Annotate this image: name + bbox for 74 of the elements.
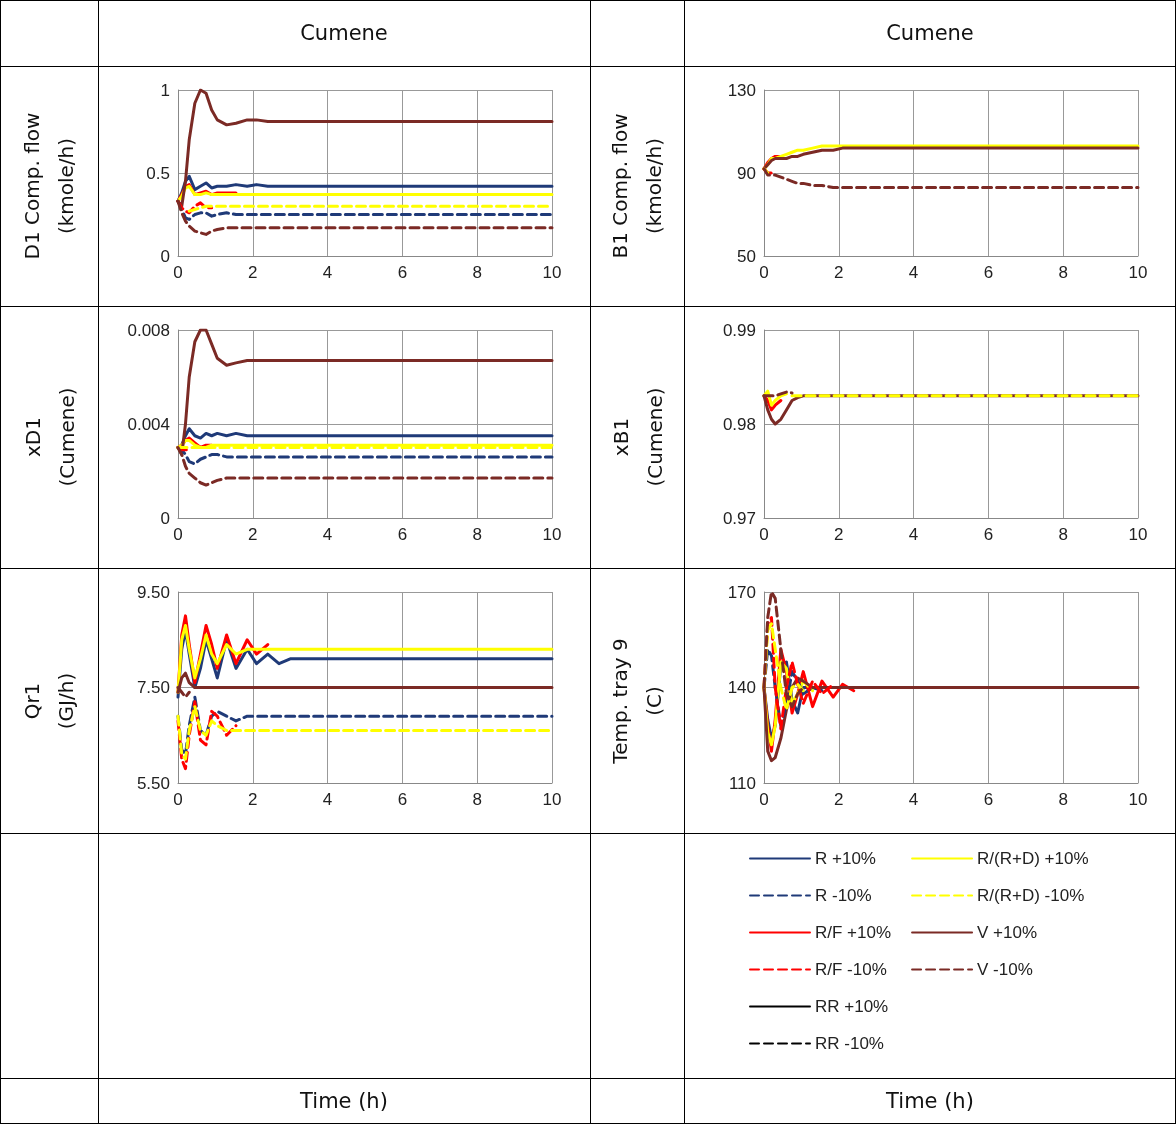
x-tick-label: 0 — [759, 790, 769, 809]
x-tick-label: 4 — [908, 525, 919, 544]
x-tick-label: 6 — [983, 263, 994, 282]
x-tick-label: 2 — [834, 263, 844, 282]
y-tick-label: 0.5 — [146, 163, 170, 183]
y-tick-label: 110 — [728, 773, 756, 793]
y-tick-label: 50 — [737, 246, 756, 266]
x-tick-label: 2 — [834, 525, 844, 544]
x-tick-label: 4 — [908, 790, 919, 809]
legend-label: R +10% — [815, 849, 876, 868]
legend-label: R/(R+D) -10% — [977, 886, 1085, 905]
y-tick-label: 0.98 — [722, 414, 756, 434]
x-tick-label: 0 — [759, 525, 769, 544]
x-tick-label: 8 — [1058, 263, 1068, 282]
legend-label: RR -10% — [815, 1034, 884, 1053]
y-tick-label: 1 — [160, 80, 170, 100]
x-tick-label: 4 — [322, 525, 333, 544]
legend-label: R/(R+D) +10% — [977, 849, 1089, 868]
x-tick-label: 8 — [472, 525, 482, 544]
y-tick-label: 90 — [737, 163, 756, 183]
y-tick-label: 0.004 — [127, 414, 170, 434]
x-tick-label: 8 — [1058, 525, 1068, 544]
x-tick-label: 2 — [834, 790, 844, 809]
y-axis-title: xB1 (Cumene) — [607, 387, 667, 487]
x-tick-label: 2 — [248, 790, 258, 809]
y-tick-label: 5.50 — [136, 773, 170, 793]
x-tick-label: 4 — [908, 263, 919, 282]
x-tick-label: 10 — [1128, 263, 1148, 282]
x-tick-label: 8 — [472, 790, 482, 809]
x-tick-label: 6 — [397, 790, 408, 809]
x-tick-label: 10 — [542, 790, 562, 809]
y-tick-label: 170 — [727, 582, 756, 602]
x-tick-label: 0 — [173, 525, 183, 544]
x-tick-label: 8 — [472, 263, 482, 282]
legend-label: V +10% — [977, 923, 1038, 942]
x-tick-label: 2 — [248, 263, 258, 282]
y-tick-label: 0.008 — [127, 320, 170, 340]
y-axis-title: Qr1 (GJ/h) — [19, 672, 79, 729]
y-tick-label: 0.99 — [722, 320, 756, 340]
y-tick-label: 130 — [727, 80, 756, 100]
y-axis-title: xD1 (Cumene) — [19, 387, 79, 487]
x-tick-label: 10 — [542, 525, 562, 544]
x-tick-label: 10 — [542, 263, 562, 282]
x-tick-label: 0 — [759, 263, 769, 282]
y-axis-title: B1 Comp. flow (kmole/h) — [607, 113, 667, 259]
y-axis-title: Temp. tray 9 (C) — [607, 637, 667, 764]
x-tick-label: 10 — [1128, 790, 1148, 809]
chart-title: Cumene — [885, 20, 975, 47]
x-tick-label: 8 — [1058, 790, 1068, 809]
y-tick-label: 0 — [160, 508, 170, 528]
x-tick-label: 6 — [983, 525, 994, 544]
x-tick-label: 0 — [173, 790, 183, 809]
y-tick-label: 0 — [160, 246, 170, 266]
y-tick-label: 9.50 — [136, 582, 170, 602]
x-tick-label: 10 — [1128, 525, 1148, 544]
legend-label: R/F +10% — [815, 923, 892, 942]
x-tick-label: 4 — [322, 790, 333, 809]
y-axis-title: D1 Comp. flow (kmole/h) — [19, 112, 79, 260]
y-tick-label: 0.97 — [722, 508, 756, 528]
x-tick-label: 6 — [397, 263, 408, 282]
legend-label: RR +10% — [815, 997, 889, 1016]
x-tick-label: 6 — [397, 525, 408, 544]
y-tick-label: 140 — [727, 678, 756, 697]
legend-label: R -10% — [815, 886, 872, 905]
legend-label: V -10% — [977, 960, 1033, 979]
x-tick-label: 2 — [248, 525, 258, 544]
legend-label: R/F -10% — [815, 960, 887, 979]
chart-title: Cumene — [299, 20, 389, 47]
x-axis-title: Time (h) — [299, 1088, 389, 1115]
x-tick-label: 4 — [322, 263, 333, 282]
x-axis-title: Time (h) — [885, 1088, 975, 1115]
x-tick-label: 0 — [173, 263, 183, 282]
y-tick-label: 7.50 — [136, 678, 170, 697]
x-tick-label: 6 — [983, 790, 994, 809]
